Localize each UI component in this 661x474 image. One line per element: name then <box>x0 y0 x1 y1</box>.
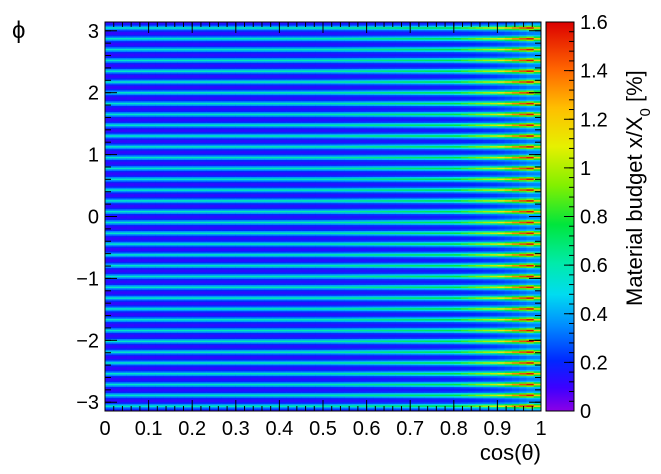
heatmap-cells <box>105 22 542 412</box>
